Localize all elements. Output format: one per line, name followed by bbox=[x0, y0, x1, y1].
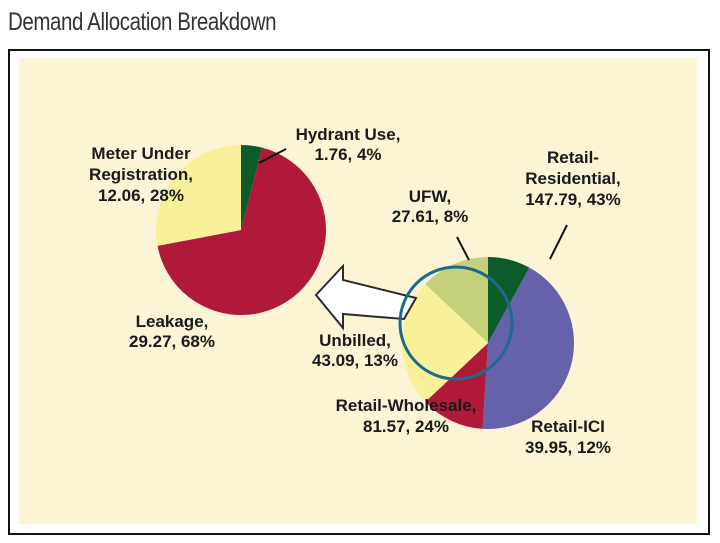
pie-slice-meter-under-registration bbox=[156, 145, 241, 246]
pie-slice-leakage bbox=[157, 147, 327, 316]
demand-allocation-chart: Hydrant Use, 1.76, 4% Leakage, 29.27, 68% Me… bbox=[19, 58, 697, 524]
data-label-hydrant-use: Hydrant Use, 1.76, 4% bbox=[296, 125, 401, 164]
data-label-line: 43.09, 13% bbox=[312, 351, 398, 370]
data-label-line: 1.76, 4% bbox=[314, 145, 381, 164]
data-label-ufw: UFW, 27.61, 8% bbox=[392, 187, 469, 226]
chart-panel: Hydrant Use, 1.76, 4% Leakage, 29.27, 68% Me… bbox=[8, 49, 710, 535]
data-label-line: 147.79, 43% bbox=[525, 190, 620, 209]
unbilled-highlight-ring bbox=[398, 265, 514, 381]
data-label-leakage: Leakage, 29.27, 68% bbox=[129, 312, 215, 351]
data-label-line: Unbilled, bbox=[319, 331, 391, 350]
data-label-line: 27.61, 8% bbox=[392, 207, 469, 226]
data-label-retail-residential: Retail- Residential, 147.79, 43% bbox=[525, 148, 620, 209]
pie-slice-unbilled bbox=[425, 257, 488, 343]
pie-slice-retail-ici bbox=[425, 343, 488, 429]
pie-slice-ufw bbox=[488, 257, 530, 343]
data-label-line: Retail- bbox=[547, 148, 599, 167]
data-label-line: 12.06, 28% bbox=[98, 186, 184, 205]
leader-line-ufw bbox=[456, 236, 470, 261]
drill-down-arrow bbox=[314, 263, 418, 331]
pie-slice-hydrant-use bbox=[241, 145, 263, 230]
data-label-line: Leakage, bbox=[136, 312, 209, 331]
data-label-line: Meter Under bbox=[91, 144, 191, 163]
leader-line-hydrant-use bbox=[258, 148, 287, 164]
page-title: Demand Allocation Breakdown bbox=[8, 8, 277, 36]
pie-slice-retail-residential bbox=[482, 267, 574, 429]
leader-line-retail-residential bbox=[549, 224, 568, 260]
data-label-retail-wholesale: Retail-Wholesale, 81.57, 24% bbox=[336, 396, 477, 436]
data-label-retail-ici: Retail-ICI 39.95, 12% bbox=[525, 417, 611, 457]
data-label-line: Residential, bbox=[525, 169, 620, 188]
data-label-unbilled: Unbilled, 43.09, 13% bbox=[312, 331, 398, 370]
data-label-line: 81.57, 24% bbox=[363, 417, 449, 436]
data-label-line: Retail-Wholesale, bbox=[336, 396, 477, 415]
data-label-line: Registration, bbox=[89, 165, 193, 184]
data-label-line: 39.95, 12% bbox=[525, 438, 611, 457]
data-label-line: 29.27, 68% bbox=[129, 332, 215, 351]
data-label-line: Retail-ICI bbox=[531, 417, 605, 436]
data-label-line: Hydrant Use, bbox=[296, 125, 401, 144]
data-label-meter-under-registration: Meter Under Registration, 12.06, 28% bbox=[89, 144, 193, 205]
pie-slice-retail-wholesale bbox=[402, 284, 488, 402]
data-label-line: UFW, bbox=[409, 187, 452, 206]
